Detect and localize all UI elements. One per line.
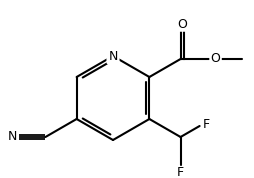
Text: F: F xyxy=(177,166,184,178)
Text: N: N xyxy=(108,49,118,62)
Text: N: N xyxy=(8,130,17,143)
Text: O: O xyxy=(211,53,220,66)
Text: F: F xyxy=(203,117,210,130)
Text: O: O xyxy=(177,17,187,30)
